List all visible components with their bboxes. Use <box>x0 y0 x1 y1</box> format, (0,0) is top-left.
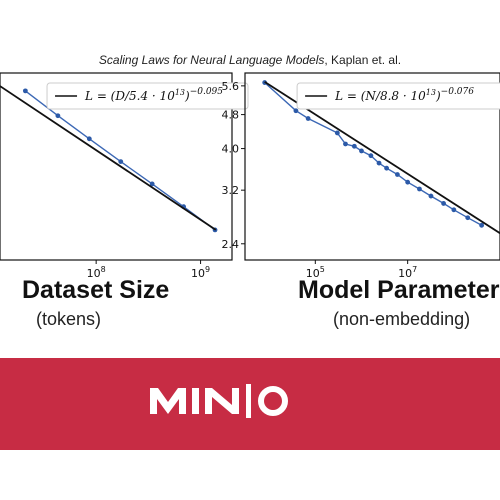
y-tick-label: 3.2 <box>222 184 240 197</box>
paper-title: Scaling Laws for Neural Language Models <box>98 53 325 67</box>
model-parameters-plot: 105 107 2.4 3.2 4.0 4.8 5.6 L = (N/8.8 · 1013)−… <box>222 72 500 280</box>
data-point <box>22 88 28 94</box>
legend-box <box>296 82 500 110</box>
x-tick-label: 105 <box>306 265 325 280</box>
data-point <box>428 193 434 199</box>
data-point <box>343 141 348 147</box>
x-tick-label: 107 <box>398 265 417 280</box>
y-tick-label: 4.8 <box>222 109 240 122</box>
legend: L = (N/8.8 · 1013)−0.076 <box>296 82 500 110</box>
fit-line <box>0 85 217 231</box>
plot-frame <box>244 72 500 261</box>
x-tick-label: 109 <box>191 265 210 280</box>
plot-frame <box>0 72 233 261</box>
data-point <box>55 113 61 119</box>
data-point <box>451 207 457 213</box>
legend-label: L = (D/5.4 · 1013)−0.095 <box>84 87 223 103</box>
data-point <box>395 172 400 177</box>
data-point <box>334 130 340 136</box>
data-point <box>441 201 446 206</box>
data-point <box>384 165 390 171</box>
legend-box <box>46 82 249 110</box>
y-tick-label: 2.4 <box>222 238 240 251</box>
data-point <box>417 186 422 192</box>
data-point <box>351 143 357 149</box>
legend: L = (D/5.4 · 1013)−0.095 <box>46 82 249 110</box>
data-layer <box>0 85 218 233</box>
minio-logo <box>150 384 288 418</box>
legend-label: L = (N/8.8 · 1013)−0.076 <box>334 87 474 103</box>
data-point <box>376 160 382 166</box>
data-point <box>86 136 92 142</box>
model-parameters-title: Model Parameters <box>298 276 500 304</box>
data-point <box>293 108 299 114</box>
model-parameters-subtitle: (non-embedding) <box>333 309 471 329</box>
data-point <box>479 222 485 228</box>
data-point <box>465 215 471 221</box>
data-point <box>405 179 411 185</box>
dataset-size-plot: 108 109 L = (D/5.4 · 1013)−0.095 <box>0 72 249 280</box>
x-tick-label: 108 <box>87 265 106 280</box>
data-point <box>118 159 124 165</box>
y-tick-label: 5.6 <box>222 80 240 93</box>
data-point <box>359 148 364 154</box>
data-point <box>305 116 311 121</box>
dataset-size-title: Dataset Size <box>22 276 170 304</box>
paper-authors: , Kaplan et. al. <box>324 53 402 67</box>
figure-caption: Scaling Laws for Neural Language Models,… <box>0 53 500 67</box>
data-point <box>149 181 155 187</box>
data-point <box>368 153 374 159</box>
y-tick-label: 4.0 <box>222 143 240 156</box>
dataset-size-subtitle: (tokens) <box>36 309 102 329</box>
